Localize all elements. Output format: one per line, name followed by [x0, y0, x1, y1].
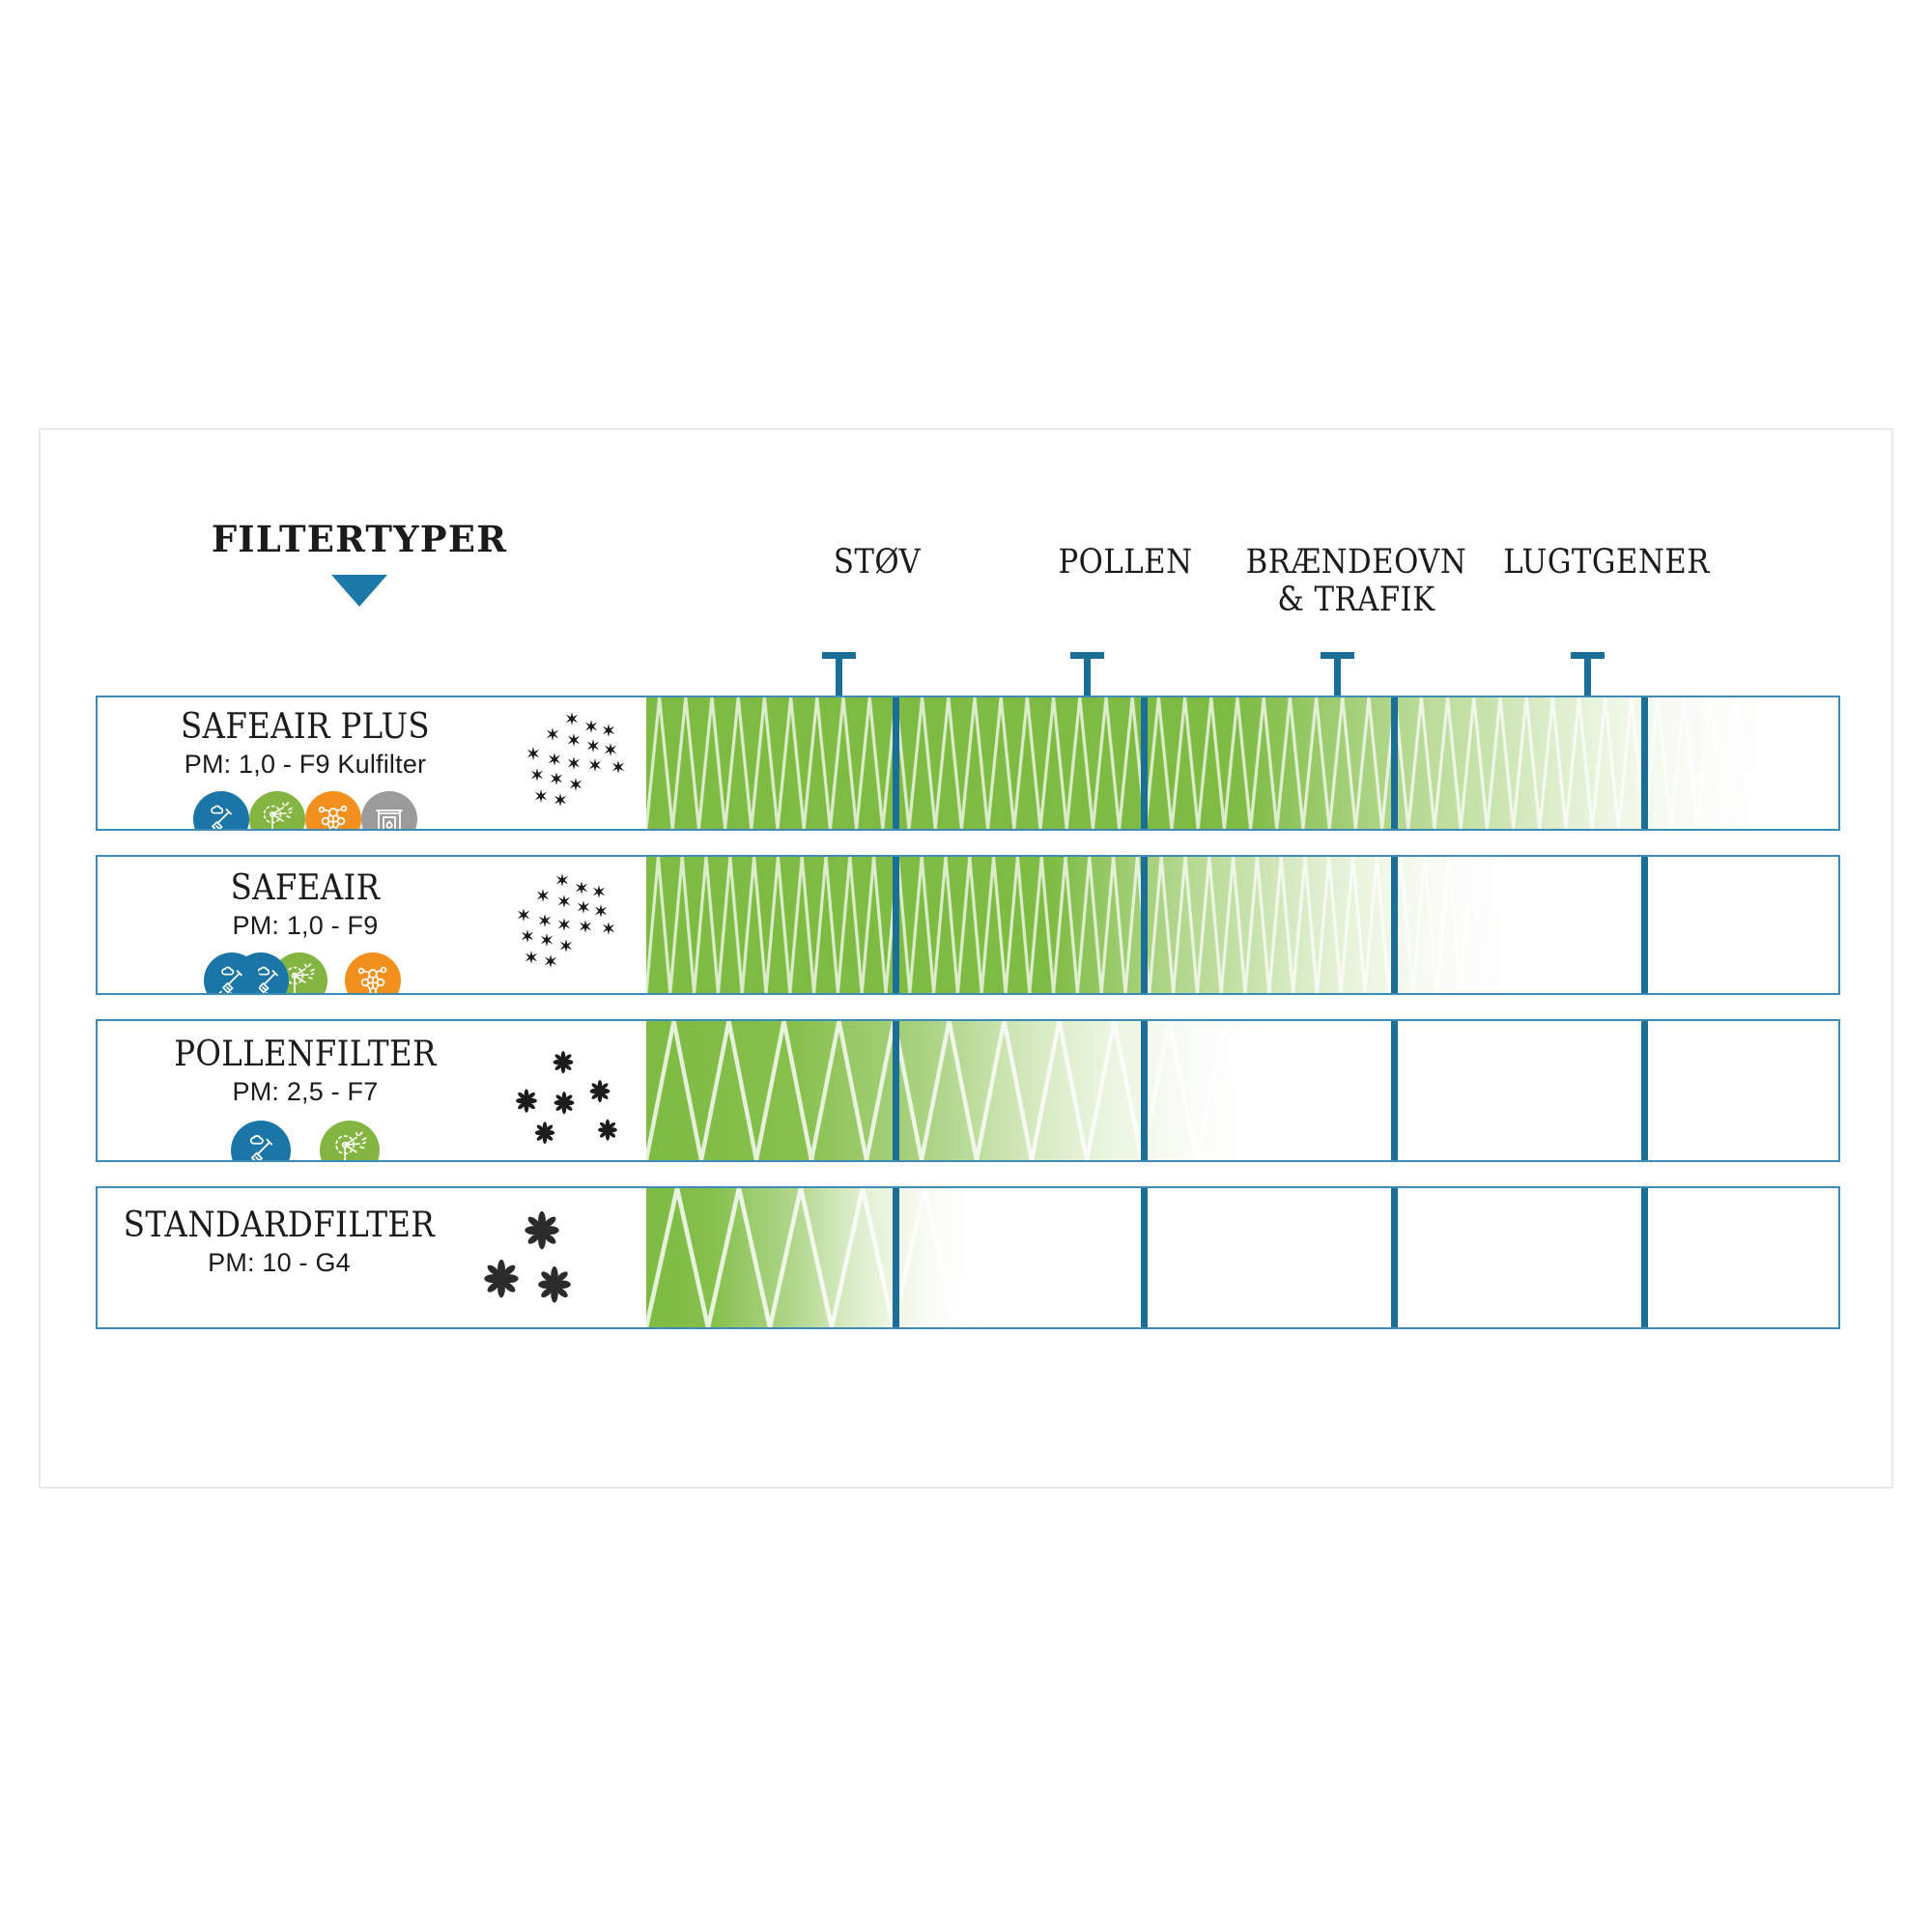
row-label: SAFEAIR PLUS PM: 1,0 - F9 Kulfilter [98, 707, 513, 829]
column-divider-wood-stove [1391, 697, 1398, 829]
particle-cluster-medium [516, 1051, 617, 1144]
column-divider-odour [1641, 857, 1648, 993]
filter-row-pollenfilter[interactable]: POLLENFILTER PM: 2,5 - F7 [96, 1019, 1840, 1162]
badge-dandelion-pollen-icon [249, 790, 305, 829]
badge-molecule-icon [345, 952, 401, 993]
column-header-odour: LUGTGENER [1479, 543, 1734, 582]
column-divider-dust [893, 1021, 899, 1160]
column-divider-pollen [1141, 1188, 1148, 1327]
coverage-bar [646, 857, 1603, 993]
triangle-down-icon [331, 575, 387, 607]
column-divider-wood-stove [1391, 1188, 1398, 1327]
column-divider-wood-stove [1391, 857, 1398, 993]
page-title: FILTERTYPER [211, 518, 508, 560]
filter-name: POLLENFILTER [174, 1035, 437, 1074]
row-label: SAFEAIR PM: 1,0 - F9 [98, 868, 513, 993]
filter-spec: PM: 10 - G4 [208, 1247, 351, 1277]
column-header-label: BRÆNDEOVN [1245, 543, 1467, 582]
column-divider-odour [1641, 697, 1648, 829]
column-divider-wood-stove [1391, 1021, 1398, 1160]
coverage-bar [646, 1188, 1015, 1327]
tick-cap [822, 652, 856, 659]
badge-dust-broom-icon [204, 952, 260, 993]
badge-group [98, 1120, 513, 1160]
column-divider-pollen [1141, 857, 1148, 993]
column-header-label-2: & TRAFIK [1277, 581, 1435, 620]
column-divider-dust [893, 857, 899, 993]
tick-cap [1070, 652, 1104, 659]
tick-marker-pollen [1070, 652, 1104, 696]
coverage-bar [646, 1021, 1322, 1160]
filter-comparison-card: FILTERTYPER STØV POLLEN BRÆNDEOVN & TRAF… [39, 428, 1893, 1489]
filter-spec: PM: 1,0 - F9 Kulfilter [184, 749, 427, 779]
particle-cluster-small [517, 873, 615, 968]
coverage-bar [646, 697, 1838, 829]
tick-marker-odour [1571, 652, 1605, 696]
column-divider-pollen [1141, 697, 1148, 829]
row-label: STANDARDFILTER PM: 10 - G4 [98, 1206, 472, 1278]
badge-molecule-icon [305, 790, 361, 829]
tick-marker-wood-stove [1321, 652, 1354, 696]
badge-dust-broom-icon [231, 1120, 291, 1160]
tick-marker-dust [822, 652, 856, 696]
column-divider-dust [893, 697, 899, 829]
filter-spec: PM: 1,0 - F9 [232, 910, 379, 940]
row-label: POLLENFILTER PM: 2,5 - F7 [98, 1035, 513, 1160]
column-divider-odour [1641, 1188, 1648, 1327]
title-block: FILTERTYPER [156, 522, 562, 607]
filter-name: SAFEAIR [230, 868, 381, 908]
filter-row-safeair-plus[interactable]: SAFEAIR PLUS PM: 1,0 - F9 Kulfilter [96, 696, 1840, 831]
column-divider-odour [1641, 1021, 1648, 1160]
filter-spec: PM: 2,5 - F7 [232, 1076, 379, 1106]
column-header-label: STØV [833, 543, 922, 582]
column-divider-pollen [1141, 1021, 1148, 1160]
filter-row-safeair[interactable]: SAFEAIR PM: 1,0 - F9 [96, 855, 1840, 995]
particle-cluster-large [484, 1210, 571, 1303]
badge-dandelion-pollen-icon [320, 1120, 380, 1160]
column-divider-dust [893, 1188, 899, 1327]
badge-dust-broom-icon [193, 790, 249, 829]
tick-cap [1571, 652, 1605, 659]
badge-group [98, 789, 513, 829]
column-header-pollen: POLLEN [998, 543, 1253, 582]
column-header-label: POLLEN [1058, 543, 1193, 582]
filter-name: STANDARDFILTER [123, 1206, 436, 1245]
column-header-dust: STØV [750, 543, 1005, 582]
column-header-wood-stove-traffic: BRÆNDEOVN & TRAFIK [1229, 543, 1484, 620]
column-header-label: LUGTGENER [1503, 543, 1710, 582]
particle-cluster-small [526, 712, 625, 807]
badge-fireplace-icon [361, 790, 417, 829]
filter-name: SAFEAIR PLUS [181, 707, 430, 747]
filter-row-standardfilter[interactable]: STANDARDFILTER PM: 10 - G4 [96, 1186, 1840, 1329]
badge-group [98, 951, 513, 993]
tick-cap [1321, 652, 1354, 659]
